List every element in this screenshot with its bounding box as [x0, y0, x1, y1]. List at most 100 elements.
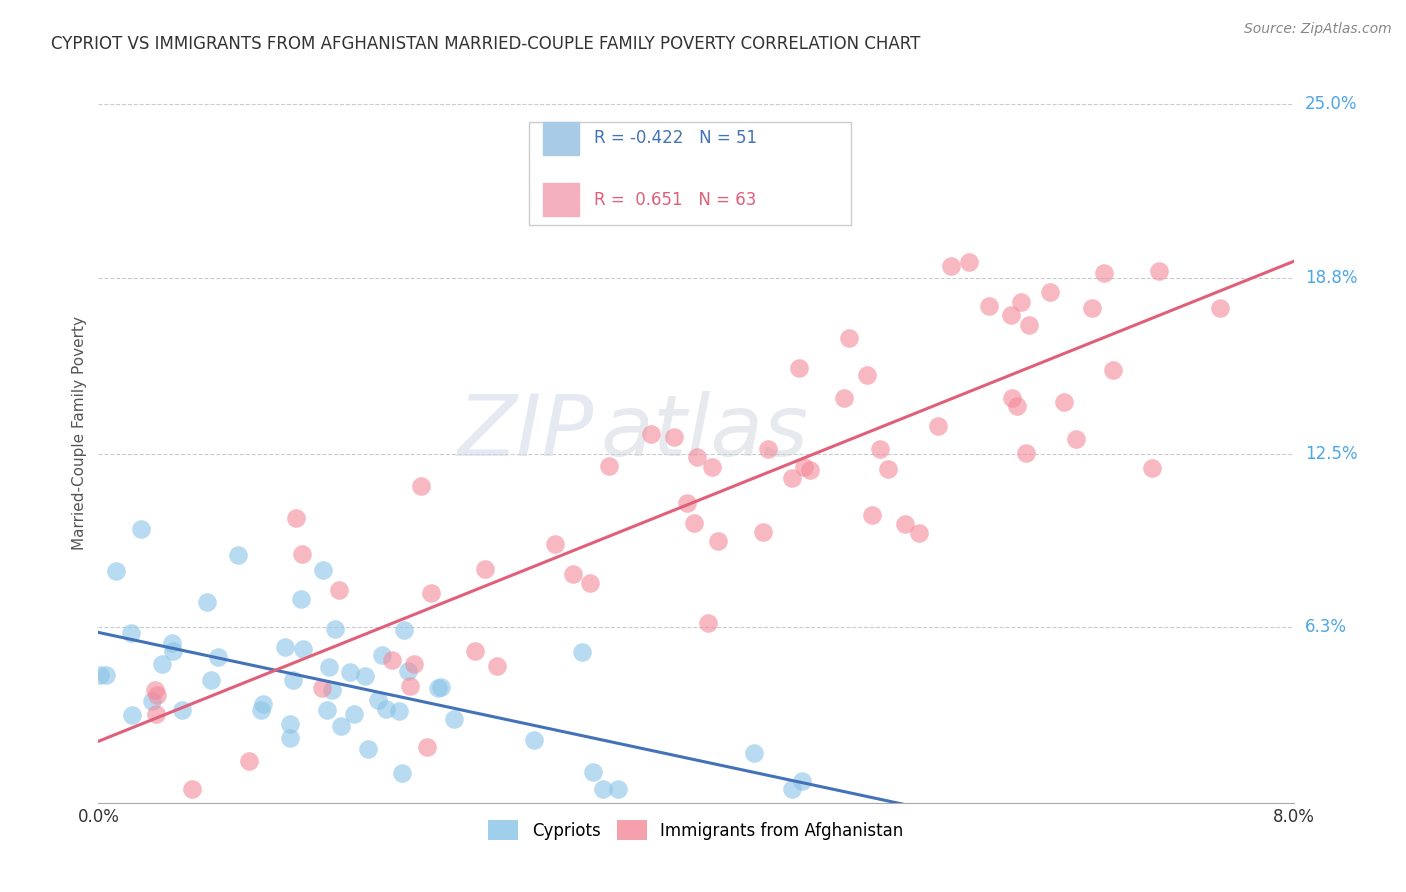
- Point: [894, 517, 917, 532]
- Point: [312, 563, 335, 577]
- Point: [1101, 363, 1123, 377]
- Point: [89, 667, 111, 681]
- Point: [290, 592, 312, 607]
- Text: 25.0%: 25.0%: [1305, 95, 1357, 113]
- Text: CYPRIOT VS IMMIGRANTS FROM AFGHANISTAN MARRIED-COUPLE FAMILY POVERTY CORRELATION: CYPRIOT VS IMMIGRANTS FROM AFGHANISTAN M…: [51, 35, 920, 53]
- Point: [145, 707, 167, 722]
- Point: [1149, 264, 1171, 278]
- Point: [394, 624, 416, 638]
- Point: [1000, 308, 1022, 322]
- Point: [354, 669, 377, 683]
- Point: [876, 461, 898, 475]
- Point: [752, 525, 775, 540]
- Point: [1005, 399, 1028, 413]
- Point: [323, 622, 346, 636]
- Point: [977, 300, 1000, 314]
- Point: [278, 717, 301, 731]
- Point: [1053, 395, 1076, 409]
- Point: [792, 459, 814, 474]
- Point: [375, 702, 398, 716]
- Point: [578, 576, 600, 591]
- Point: [339, 665, 361, 679]
- Text: 18.8%: 18.8%: [1305, 268, 1357, 286]
- Point: [145, 688, 167, 702]
- Point: [799, 463, 821, 477]
- Point: [357, 742, 380, 756]
- Point: [927, 419, 949, 434]
- Point: [278, 731, 301, 745]
- Point: [700, 459, 723, 474]
- Point: [104, 564, 127, 578]
- Point: [1064, 432, 1087, 446]
- Point: [485, 659, 508, 673]
- Point: [172, 703, 194, 717]
- Point: [291, 641, 314, 656]
- Point: [141, 694, 163, 708]
- Point: [1018, 318, 1040, 332]
- Point: [1039, 285, 1062, 299]
- Point: [284, 511, 307, 525]
- Point: [742, 746, 765, 760]
- Point: [1209, 301, 1232, 315]
- Point: [598, 458, 620, 473]
- Point: [419, 585, 441, 599]
- Point: [238, 754, 260, 768]
- Point: [1080, 301, 1102, 316]
- Point: [226, 548, 249, 562]
- Point: [252, 697, 274, 711]
- Text: ZIP: ZIP: [458, 391, 595, 475]
- Point: [391, 766, 413, 780]
- Point: [316, 703, 339, 717]
- Point: [120, 626, 142, 640]
- Point: [838, 331, 860, 345]
- Point: [676, 496, 699, 510]
- Point: [273, 640, 295, 655]
- Point: [396, 664, 419, 678]
- Point: [96, 668, 118, 682]
- Point: [402, 657, 425, 672]
- Point: [430, 680, 453, 694]
- Text: R =  0.651   N = 63: R = 0.651 N = 63: [595, 191, 756, 209]
- Point: [1140, 461, 1163, 475]
- Point: [562, 566, 585, 581]
- Point: [939, 259, 962, 273]
- Point: [860, 508, 883, 522]
- Point: [409, 479, 432, 493]
- Point: [571, 645, 593, 659]
- Point: [957, 254, 980, 268]
- Legend: Cypriots, Immigrants from Afghanistan: Cypriots, Immigrants from Afghanistan: [482, 814, 910, 847]
- Point: [787, 361, 810, 376]
- Point: [780, 471, 803, 485]
- Point: [582, 765, 605, 780]
- Point: [686, 450, 709, 465]
- Text: R = -0.422   N = 51: R = -0.422 N = 51: [595, 129, 758, 147]
- Point: [869, 442, 891, 456]
- Point: [388, 704, 411, 718]
- Point: [180, 781, 202, 796]
- Point: [1001, 391, 1024, 405]
- Point: [283, 673, 305, 687]
- Text: atlas: atlas: [600, 391, 808, 475]
- Point: [790, 774, 813, 789]
- Point: [207, 649, 229, 664]
- Point: [399, 679, 422, 693]
- Point: [150, 657, 173, 672]
- Point: [1015, 446, 1038, 460]
- Point: [197, 594, 219, 608]
- Point: [415, 739, 437, 754]
- Text: 6.3%: 6.3%: [1305, 618, 1347, 636]
- Point: [855, 368, 877, 382]
- Point: [367, 692, 389, 706]
- Point: [162, 643, 184, 657]
- Point: [682, 516, 704, 530]
- Point: [321, 682, 343, 697]
- Point: [1010, 294, 1032, 309]
- Point: [1092, 266, 1115, 280]
- FancyBboxPatch shape: [543, 183, 579, 217]
- Point: [607, 781, 630, 796]
- Point: [343, 707, 366, 722]
- Point: [908, 525, 931, 540]
- Point: [543, 537, 565, 551]
- Point: [291, 547, 314, 561]
- Point: [328, 582, 350, 597]
